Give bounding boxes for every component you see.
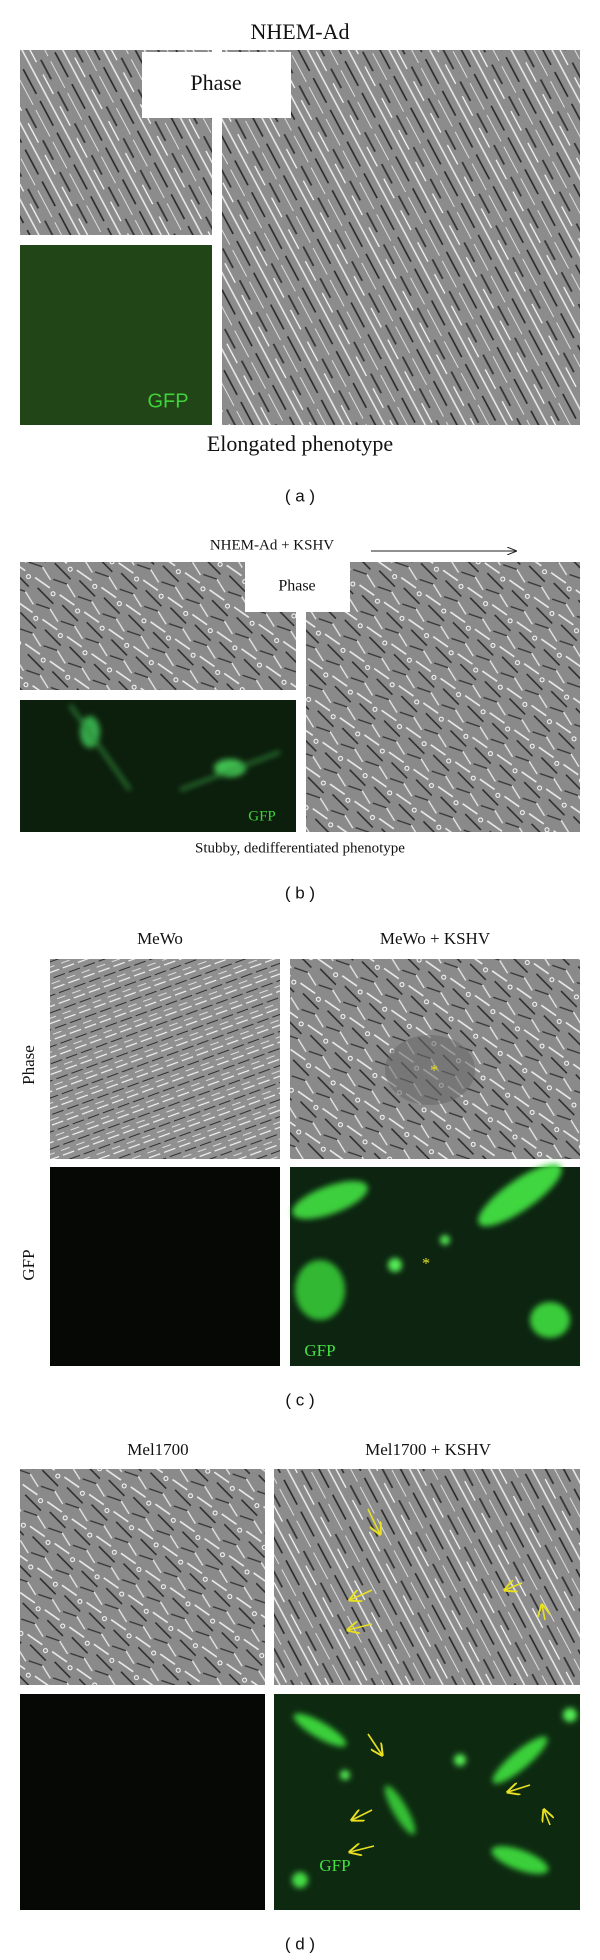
arrows bbox=[348, 1508, 550, 1852]
panel-d: Mel1700 Mel1700 + KSHV GFP bbox=[20, 1440, 580, 1953]
overlay-label: GFP bbox=[319, 1856, 350, 1875]
overlay-label: Phase bbox=[190, 70, 241, 95]
phase-image bbox=[50, 959, 280, 1159]
column-title: MeWo bbox=[137, 929, 183, 948]
row-label: GFP bbox=[19, 1249, 38, 1280]
caption: Stubby, dedifferentiated phenotype bbox=[195, 840, 405, 856]
panel-label: ( c ) bbox=[285, 1390, 314, 1409]
syncytium bbox=[385, 1035, 475, 1105]
gfp-image bbox=[50, 1167, 280, 1366]
gfp-image bbox=[20, 700, 296, 832]
overlay-label: GFP bbox=[248, 808, 276, 824]
phase-image bbox=[274, 1469, 580, 1685]
overlay-label: GFP bbox=[147, 390, 188, 412]
panel-c: MeWo MeWo + KSHV Phase GFP * * GFP ( c ) bbox=[19, 929, 580, 1409]
gfp-tint bbox=[20, 245, 212, 425]
gfp-cells bbox=[68, 704, 281, 792]
label-box bbox=[245, 562, 350, 612]
gfp-cells bbox=[292, 1708, 577, 1888]
panel-title: NHEM-Ad bbox=[251, 19, 350, 44]
annotation: * bbox=[430, 1063, 438, 1080]
gfp-cells bbox=[292, 1163, 570, 1338]
panel-label: ( a ) bbox=[285, 486, 315, 505]
phase-image bbox=[20, 1469, 265, 1685]
panel-a: NHEM-Ad Phase GFP Elongated phenotype ( … bbox=[20, 19, 580, 505]
column-title: MeWo + KSHV bbox=[380, 929, 491, 948]
phase-image bbox=[306, 562, 580, 832]
gfp-image bbox=[20, 1694, 265, 1910]
label-box bbox=[142, 52, 291, 118]
column-title: Mel1700 bbox=[127, 1440, 188, 1459]
row-label: Phase bbox=[19, 1045, 38, 1085]
panel-b: NHEM-Ad + KSHV Phase GFP Stubby, dediffe… bbox=[20, 537, 580, 902]
overlay-label: Phase bbox=[278, 578, 315, 595]
panel-label: ( d ) bbox=[285, 1934, 315, 1953]
annotation: * bbox=[422, 1256, 430, 1273]
panel-label: ( b ) bbox=[285, 883, 315, 902]
overlay-label: GFP bbox=[304, 1341, 335, 1360]
caption: Elongated phenotype bbox=[207, 431, 393, 456]
panel-title: NHEM-Ad + KSHV bbox=[210, 537, 334, 553]
column-title: Mel1700 + KSHV bbox=[365, 1440, 491, 1459]
